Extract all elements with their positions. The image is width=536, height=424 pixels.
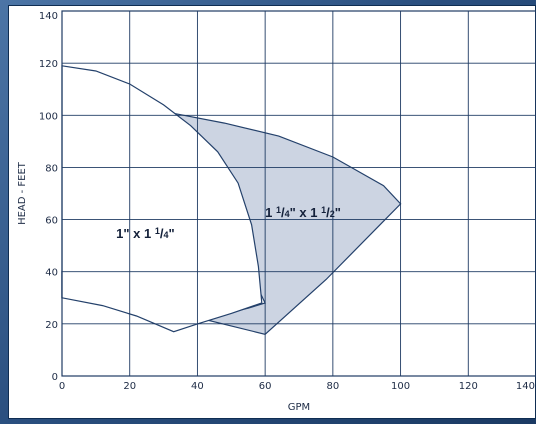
y-tick-label: 100 — [39, 111, 58, 122]
x-tick-label: 40 — [191, 381, 204, 392]
plot-border — [61, 10, 536, 377]
x-tick-label: 80 — [326, 381, 339, 392]
y-tick-label: 60 — [45, 216, 58, 227]
x-tick-label: 0 — [59, 381, 65, 392]
x-axis-label: GPM — [288, 402, 310, 413]
pump-curve-chart: 0 20 40 60 80 100 120 140 0 20 40 60 80 100 120 140 1" … — [17, 10, 536, 413]
y-tick-label: 80 — [45, 163, 58, 174]
x-tick-label: 140 — [516, 381, 535, 392]
region-2 — [61, 65, 263, 333]
tick-label-layer: 0 20 40 60 80 100 120 140 0 20 40 60 80 100 120 140 — [39, 11, 535, 392]
x-tick-label: 20 — [123, 381, 136, 392]
y-axis-label: HEAD - FEET — [17, 161, 28, 225]
x-tick-label: 120 — [459, 381, 478, 392]
x-tick-label: 60 — [259, 381, 272, 392]
annotation-layer: 1" x 1 1/4" 1 1/4" x 1 1/2" — [116, 205, 341, 241]
x-tick-label: 100 — [391, 381, 410, 392]
y-tick-label: 120 — [39, 59, 58, 70]
grid-layer — [61, 10, 536, 377]
y-tick-label: 40 — [45, 268, 58, 279]
y-tick-label: 20 — [45, 320, 58, 331]
y-tick-label: 0 — [52, 372, 58, 383]
region-layer — [61, 65, 402, 335]
y-tick-label: 140 — [39, 11, 58, 22]
region-label-0: 1" x 1 1/4" — [116, 226, 175, 241]
region-label-1: 1 1/4" x 1 1/2" — [265, 205, 341, 220]
chart-panel: 0 20 40 60 80 100 120 140 0 20 40 60 80 100 120 140 1" … — [8, 5, 536, 419]
